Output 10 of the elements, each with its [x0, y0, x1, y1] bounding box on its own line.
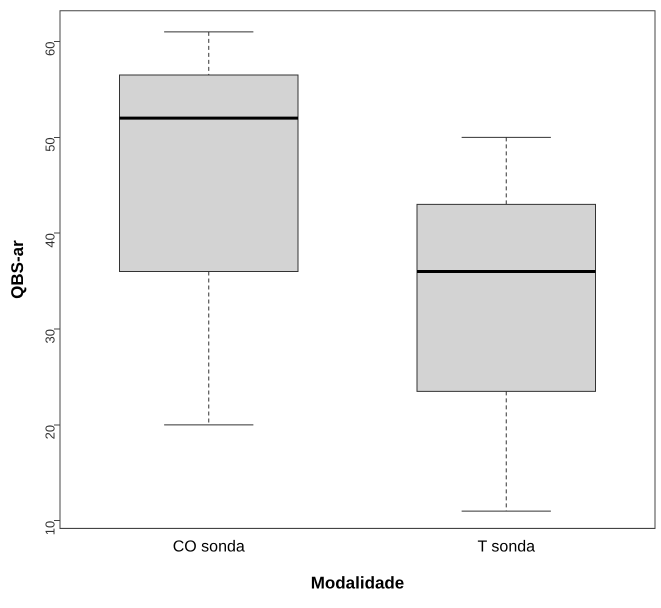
- x-tick-label: CO sonda: [172, 538, 245, 556]
- y-tick-label: 20: [42, 424, 58, 440]
- x-tick-label: T sonda: [477, 538, 536, 556]
- y-axis-title: QBS-ar: [8, 240, 27, 299]
- y-tick-label: 60: [42, 41, 58, 56]
- x-axis-title: Modalidade: [310, 573, 404, 592]
- y-tick-label: 50: [42, 137, 58, 152]
- y-tick-label: 40: [42, 233, 58, 248]
- y-tick-label: 30: [42, 329, 58, 344]
- y-tick-label: 10: [42, 520, 58, 536]
